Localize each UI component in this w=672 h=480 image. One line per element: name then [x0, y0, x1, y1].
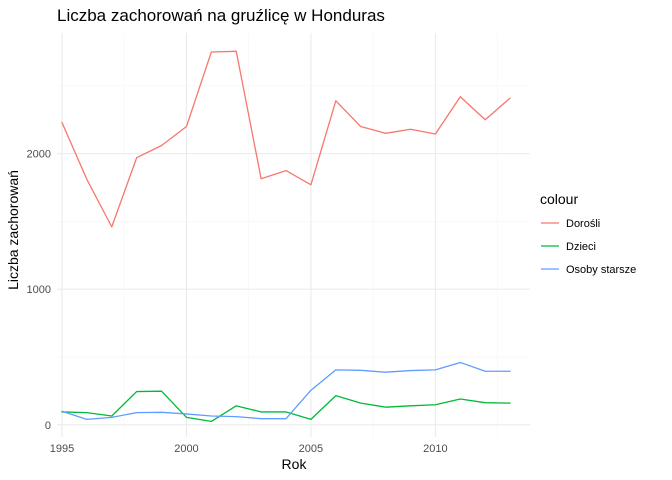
- grid-major: [57, 33, 530, 437]
- series-line-2: [61, 390, 511, 423]
- legend-label-1: Dorośli: [566, 218, 600, 230]
- y-axis-ticks: 0 1000 2000: [27, 149, 51, 432]
- y-tick-label: 0: [45, 420, 51, 432]
- series-layer: [61, 50, 511, 423]
- grid-minor: [57, 33, 530, 437]
- x-tick-label: 2010: [423, 443, 447, 455]
- y-tick-label: 1000: [27, 284, 51, 296]
- legend: colour Dorośli Dzieci Osoby starsze: [540, 191, 636, 276]
- x-axis-title: Rok: [282, 456, 308, 472]
- legend-label-2: Dzieci: [566, 241, 596, 253]
- series-line-1: [61, 50, 511, 228]
- legend-items: Dorośli Dzieci Osoby starsze: [541, 218, 636, 276]
- legend-title: colour: [540, 191, 578, 207]
- y-axis-title: Liczba zachorowań: [5, 170, 21, 290]
- series-line-3: [61, 361, 511, 421]
- x-axis-ticks: 1995 2000 2005 2010: [50, 443, 448, 455]
- x-tick-label: 1995: [50, 443, 74, 455]
- chart-title: Liczba zachorowań na gruźlicę w Honduras: [57, 6, 385, 25]
- y-tick-label: 2000: [27, 149, 51, 161]
- legend-label-3: Osoby starsze: [566, 264, 636, 276]
- x-tick-label: 2000: [174, 443, 198, 455]
- x-tick-label: 2005: [299, 443, 323, 455]
